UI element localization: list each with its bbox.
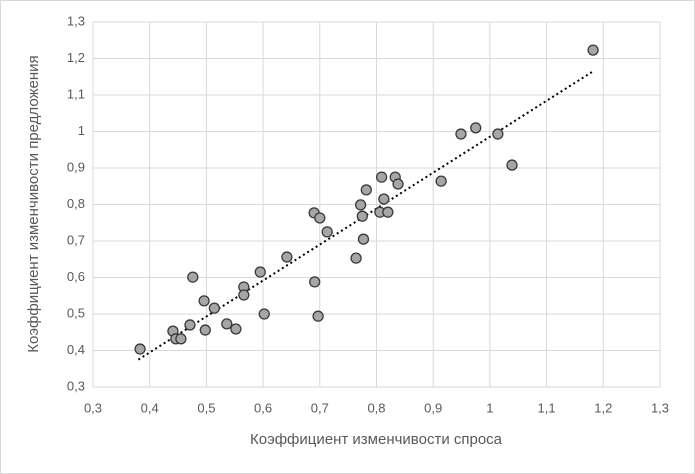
y-tick-label: 0,5 [67,305,85,320]
point [470,122,482,134]
point [230,323,242,335]
point [208,302,220,314]
point [455,128,467,140]
point [258,308,270,320]
y-tick-label: 0,3 [67,378,85,393]
point [314,212,326,224]
point [357,233,370,245]
x-tick-label: 0,8 [367,400,385,415]
y-tick-label: 0,7 [67,232,85,247]
x-tick-label: 1,2 [594,400,612,415]
y-tick-label: 1,1 [67,86,85,101]
point [375,171,388,183]
point [187,271,199,283]
x-tick-label: 0,5 [197,400,215,415]
y-tick-label: 0,9 [67,159,85,174]
point [198,295,210,307]
point [321,226,333,238]
x-tick-label: 1,3 [651,400,669,415]
point [221,318,233,330]
y-tick-label: 1 [78,123,85,138]
point [281,251,293,263]
point [435,175,447,187]
point [134,343,146,355]
y-tick-label: 1,3 [67,13,85,28]
x-tick-label: 1 [486,400,493,415]
x-tick-label: 0,4 [141,400,159,415]
point [392,178,404,190]
x-tick-label: 0,3 [84,400,102,415]
point [354,199,367,211]
point [360,184,372,196]
point [312,310,324,322]
y-axis-label: Коэффициент изменчивости предложения [25,55,42,352]
point [492,128,504,140]
x-tick-label: 0,9 [424,400,442,415]
point [378,193,390,205]
y-tick-label: 0,8 [67,196,85,211]
x-tick-label: 0,6 [254,400,272,415]
point [175,333,187,345]
point [356,210,368,222]
point [382,206,394,218]
y-tick-label: 0,4 [67,342,85,357]
point [254,266,266,278]
y-tick-label: 0,6 [67,269,85,284]
x-tick-label: 1,1 [538,400,556,415]
point [199,324,211,336]
point [238,289,250,301]
point [587,44,599,56]
point [309,276,321,288]
point [350,252,362,264]
point [184,319,196,331]
point [506,159,518,171]
x-axis-label: Коэффициент изменчивости спроса [250,431,503,448]
x-tick-label: 0,7 [311,400,329,415]
y-tick-label: 1,2 [67,50,85,65]
